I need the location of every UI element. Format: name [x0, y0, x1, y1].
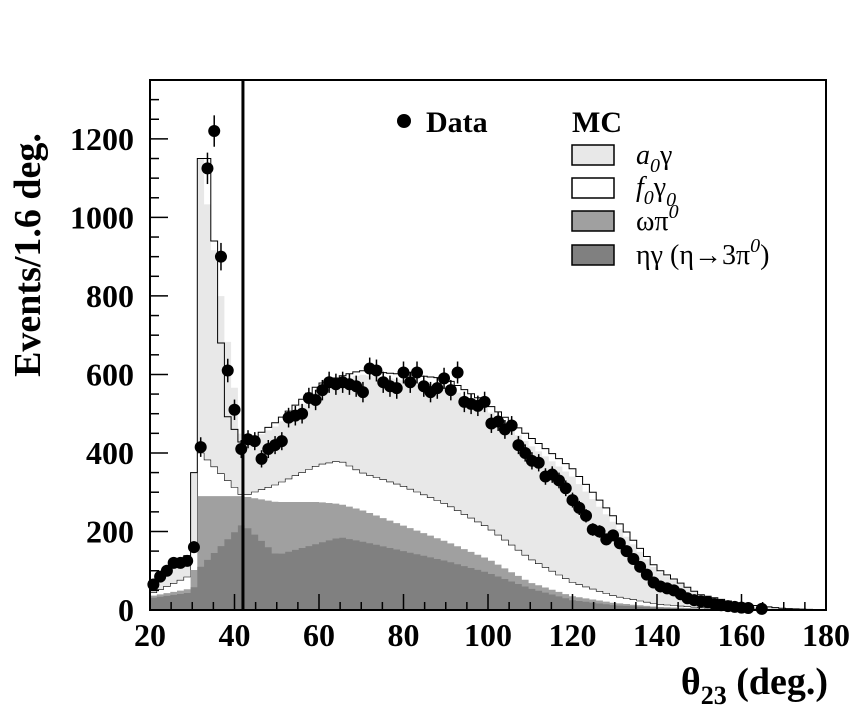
data-point — [397, 366, 410, 379]
x-tick-label: 180 — [802, 617, 850, 653]
x-tick-label: 60 — [303, 617, 335, 653]
y-tick-label: 200 — [86, 513, 134, 549]
data-point — [309, 393, 322, 406]
data-point — [296, 407, 309, 420]
data-point — [607, 529, 620, 542]
data-point — [248, 435, 261, 448]
data-point — [613, 537, 626, 550]
data-point — [566, 494, 579, 507]
data-point — [255, 452, 268, 465]
y-axis-title: Events/1.6 deg. — [7, 133, 49, 377]
x-tick-label: 120 — [549, 617, 597, 653]
data-point — [370, 364, 383, 377]
x-axis-ticks: 20 40 60 80 100 120 140 160 180 — [134, 594, 850, 653]
data-point — [755, 602, 768, 615]
data-point — [627, 552, 640, 565]
data-point — [404, 376, 417, 389]
data-point — [316, 384, 329, 397]
x-axis-title-subscript: 23 — [701, 681, 727, 709]
data-point — [573, 501, 586, 514]
legend-f0-swatch — [571, 177, 615, 199]
y-tick-label: 800 — [86, 278, 134, 314]
legend-omega-label: ωπ0 — [636, 201, 679, 237]
x-tick-label: 80 — [388, 617, 420, 653]
legend-f0-label: f0γ0 — [636, 172, 676, 211]
data-point — [505, 419, 518, 432]
data-point — [235, 443, 248, 456]
x-axis-title-unit: (deg.) — [727, 661, 828, 703]
data-point — [221, 364, 234, 377]
data-point — [187, 541, 200, 554]
x-tick-label: 20 — [134, 617, 166, 653]
y-tick-label: 1200 — [70, 121, 134, 157]
data-point — [492, 415, 505, 428]
data-point — [201, 162, 214, 175]
data-point — [444, 384, 457, 397]
data-point — [160, 564, 173, 577]
data-point — [742, 602, 755, 615]
data-point — [356, 386, 369, 399]
y-tick-label: 600 — [86, 356, 134, 392]
data-point — [411, 366, 424, 379]
legend-eta-swatch — [571, 244, 615, 266]
data-point — [512, 439, 525, 452]
data-point — [640, 568, 653, 581]
data-point — [194, 441, 207, 454]
data-point — [559, 482, 572, 495]
mc-total-outline — [149, 158, 827, 611]
legend: Data MC a0γ f0γ0 ωπ0 ηγ (η→3π0) — [397, 106, 769, 271]
data-point — [593, 525, 606, 538]
data-point — [580, 509, 593, 522]
legend-data-marker — [397, 114, 411, 128]
legend-data-label: Data — [426, 106, 488, 139]
data-points — [147, 115, 768, 615]
mc-total-line — [149, 158, 827, 611]
data-point — [208, 125, 221, 138]
data-point — [438, 372, 451, 385]
data-point — [275, 435, 288, 448]
y-tick-label: 0 — [118, 592, 134, 628]
data-point — [478, 395, 491, 408]
x-axis-title-symbol: θ — [681, 661, 701, 703]
legend-mc-header: MC — [572, 106, 622, 139]
legend-a0-label: a0γ — [636, 140, 672, 177]
data-point — [181, 554, 194, 567]
data-point — [431, 382, 444, 395]
y-tick-label: 1000 — [70, 199, 134, 235]
x-tick-label: 40 — [219, 617, 251, 653]
x-tick-label: 160 — [718, 617, 766, 653]
x-tick-label: 100 — [464, 617, 512, 653]
x-axis-title: θ23 (deg.) — [681, 661, 828, 709]
data-point — [532, 456, 545, 469]
data-point — [390, 382, 403, 395]
data-point — [519, 446, 532, 459]
data-point — [228, 403, 241, 416]
data-point — [552, 474, 565, 487]
data-point — [451, 366, 464, 379]
data-point — [634, 560, 647, 573]
mc-layer-etagamma — [150, 525, 826, 610]
legend-eta-label: ηγ (η→3π0) — [636, 235, 769, 271]
y-tick-label: 400 — [86, 435, 134, 471]
x-tick-label: 140 — [633, 617, 681, 653]
data-point — [214, 250, 227, 263]
legend-omega-swatch — [571, 210, 615, 232]
mc-stack-layers — [149, 158, 826, 611]
y-axis-ticks: 0 200 400 600 800 1000 1200 — [70, 79, 168, 628]
data-point — [620, 545, 633, 558]
legend-a0-swatch — [571, 144, 615, 166]
